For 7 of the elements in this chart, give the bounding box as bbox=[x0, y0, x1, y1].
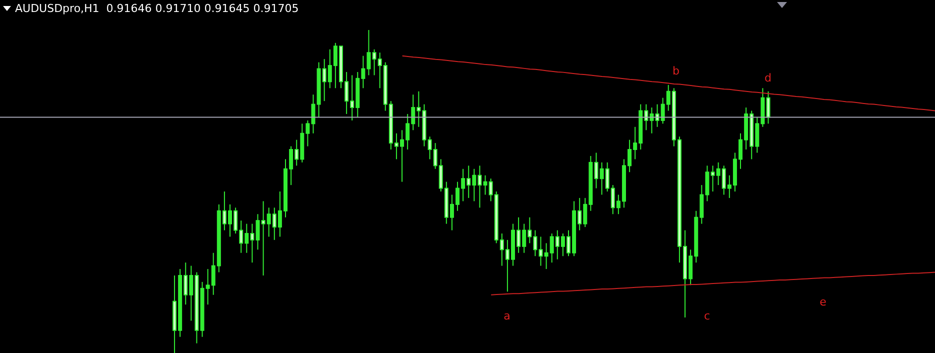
annotation: e bbox=[820, 296, 826, 308]
chart-title: AUDUSDpro,H1 0.91646 0.91710 0.91645 0.91705 bbox=[15, 2, 299, 15]
annotation: d bbox=[764, 72, 772, 84]
annotation: c bbox=[704, 310, 710, 322]
candlestick bbox=[766, 90, 770, 124]
annotation: b bbox=[672, 64, 680, 78]
annotation: a bbox=[504, 310, 510, 322]
